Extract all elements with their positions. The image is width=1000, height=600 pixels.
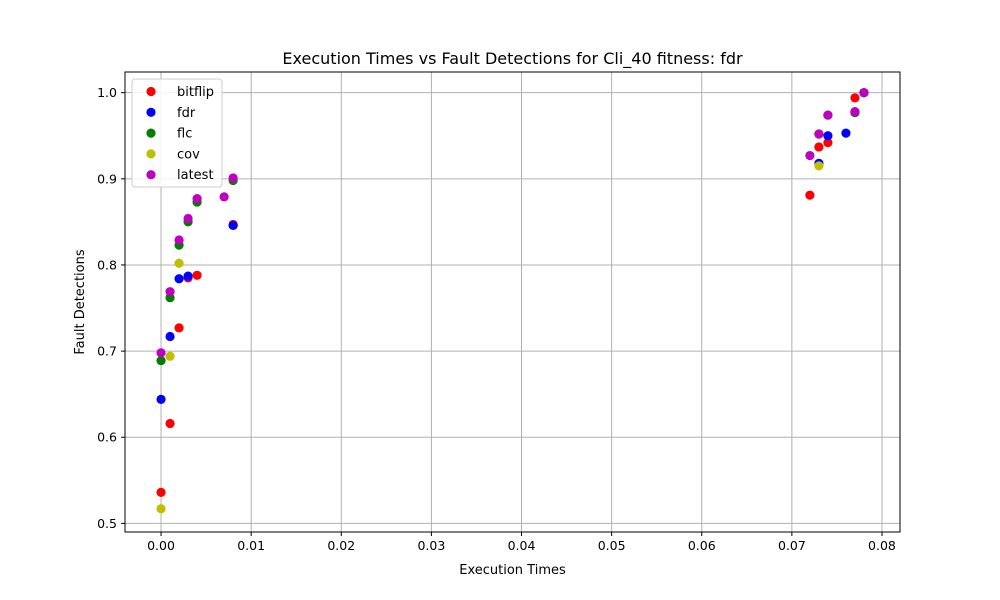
- y-tick-label: 0.9: [97, 171, 117, 186]
- data-point: [823, 138, 833, 148]
- data-point: [183, 271, 193, 281]
- x-tick-label: 0.00: [147, 538, 175, 553]
- x-tick-label: 0.06: [688, 538, 716, 553]
- x-axis-label: Execution Times: [459, 563, 566, 578]
- data-point: [156, 355, 166, 366]
- y-tick-label: 0.5: [97, 516, 117, 531]
- data-point: [192, 194, 202, 204]
- data-point: [814, 161, 824, 171]
- data-point: [174, 235, 184, 245]
- chart-title: Execution Times vs Fault Detections for …: [282, 49, 743, 69]
- legend: bitflip fdr flc cov latest: [131, 78, 223, 188]
- data-point: [156, 504, 166, 514]
- data-point: [156, 394, 166, 404]
- data-point: [165, 351, 175, 361]
- data-point: [814, 129, 824, 139]
- legend-marker: [146, 107, 156, 117]
- data-point: [174, 258, 184, 268]
- data-point: [823, 131, 833, 141]
- data-point: [156, 348, 166, 358]
- data-point: [823, 110, 833, 120]
- data-point: [859, 88, 869, 98]
- data-points: [156, 88, 869, 514]
- data-point: [228, 173, 238, 183]
- data-point: [183, 213, 193, 224]
- legend-label: bitflip: [177, 85, 214, 100]
- x-tick-label: 0.05: [598, 538, 626, 553]
- legend-label: flc: [177, 127, 192, 142]
- x-tick-label: 0.08: [868, 538, 896, 553]
- data-point: [814, 142, 824, 152]
- x-tick-label: 0.03: [417, 538, 445, 553]
- y-axis-label: Fault Detections: [73, 249, 88, 354]
- data-point: [165, 287, 175, 297]
- y-tick-label: 0.8: [97, 257, 117, 272]
- x-tick-label: 0.04: [508, 538, 536, 553]
- series-latest: [156, 88, 869, 358]
- grid: [125, 72, 900, 532]
- axis-ticks: 0.00 0.01 0.02 0.03 0.04 0.05 0.06 0.07 0.08 0.5 0…: [97, 85, 896, 553]
- data-point: [805, 150, 815, 161]
- x-tick-label: 0.02: [327, 538, 355, 553]
- data-point: [156, 487, 166, 497]
- data-point: [174, 274, 184, 284]
- data-point: [219, 192, 229, 202]
- data-point: [165, 331, 175, 342]
- legend-marker: [146, 149, 156, 159]
- data-point: [805, 190, 815, 200]
- data-point: [165, 418, 175, 429]
- data-point: [850, 107, 860, 117]
- legend-marker: [146, 170, 156, 180]
- legend-marker: [146, 86, 156, 97]
- x-tick-label: 0.07: [778, 538, 806, 553]
- series-cov: [156, 161, 824, 514]
- y-tick-label: 1.0: [97, 85, 117, 100]
- data-point: [192, 270, 202, 280]
- y-tick-label: 0.6: [97, 430, 117, 445]
- data-point: [228, 220, 238, 230]
- y-tick-label: 0.7: [97, 344, 117, 359]
- data-point: [841, 128, 851, 138]
- legend-box: [131, 78, 223, 188]
- x-tick-label: 0.01: [237, 538, 265, 553]
- data-point: [850, 93, 860, 103]
- legend-label: latest: [177, 168, 214, 183]
- legend-marker: [146, 128, 156, 138]
- data-point: [174, 323, 184, 333]
- legend-label: fdr: [177, 106, 196, 121]
- legend-label: cov: [177, 147, 200, 162]
- plot-frame: [124, 71, 901, 533]
